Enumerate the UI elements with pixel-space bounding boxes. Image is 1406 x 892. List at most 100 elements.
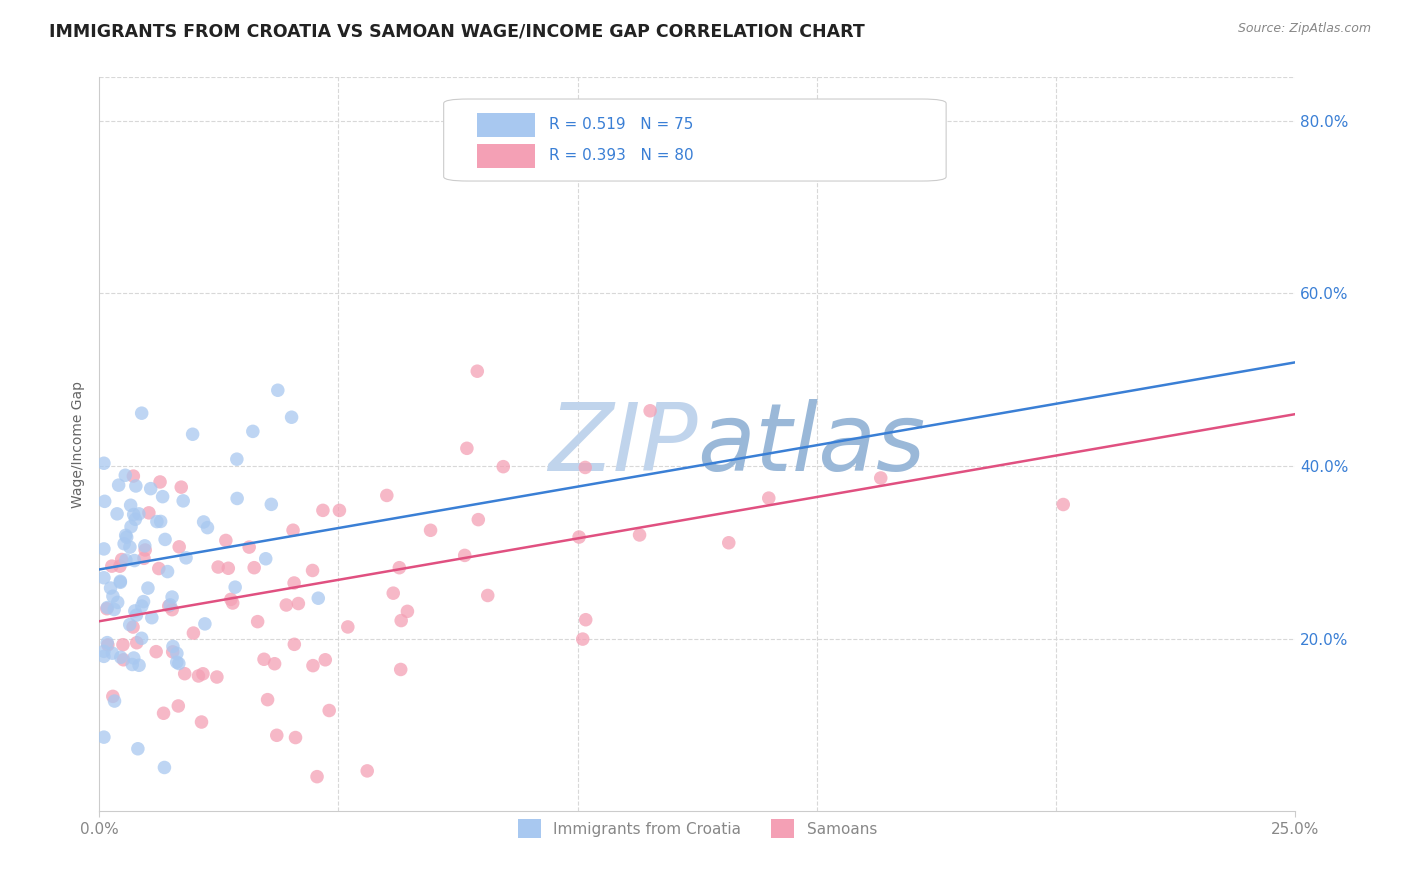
Point (111, 552, 134, 566)
Point (256, 692, 278, 706)
Point (136, 581, 159, 595)
Point (120, 519, 142, 533)
Point (131, 406, 153, 420)
Point (281, 523, 304, 537)
Point (284, 731, 307, 745)
Point (166, 655, 188, 669)
Point (191, 666, 214, 681)
Point (101, 646, 124, 660)
Point (263, 657, 285, 671)
Point (260, 497, 283, 511)
Point (162, 640, 184, 654)
Point (114, 468, 136, 483)
Point (112, 537, 135, 551)
Point (138, 506, 160, 520)
Y-axis label: Wage/Income Gap: Wage/Income Gap (72, 381, 86, 508)
Point (167, 698, 190, 713)
Point (110, 575, 132, 590)
Point (110, 574, 132, 589)
Point (190, 714, 212, 729)
Point (124, 553, 146, 567)
Point (382, 586, 405, 600)
Point (419, 523, 441, 537)
Point (139, 482, 162, 496)
Point (328, 503, 350, 517)
Point (112, 653, 135, 667)
Point (125, 479, 148, 493)
Point (131, 599, 153, 613)
Point (193, 515, 215, 529)
Point (389, 663, 412, 677)
Point (132, 551, 155, 566)
Point (396, 604, 419, 618)
Point (1052, 498, 1074, 512)
Text: Source: ZipAtlas.com: Source: ZipAtlas.com (1237, 22, 1371, 36)
Point (93, 494, 115, 508)
Point (124, 512, 146, 526)
Point (115, 530, 138, 544)
Point (207, 560, 229, 574)
Point (103, 602, 125, 616)
Point (134, 543, 156, 558)
Point (93, 541, 115, 556)
Point (253, 652, 276, 666)
Point (238, 540, 260, 554)
Point (108, 559, 131, 574)
Point (283, 637, 305, 651)
Point (159, 598, 181, 612)
Point (100, 581, 122, 595)
Point (101, 559, 124, 574)
Point (93, 644, 115, 658)
Point (122, 651, 145, 665)
Point (454, 549, 477, 563)
Point (153, 760, 176, 774)
Text: R = 0.393   N = 80: R = 0.393 N = 80 (548, 148, 693, 163)
Point (266, 728, 288, 742)
Point (97, 638, 120, 652)
Point (226, 491, 249, 506)
Point (146, 515, 169, 529)
Point (121, 657, 143, 672)
Point (312, 503, 335, 517)
Point (107, 595, 129, 609)
Point (215, 533, 238, 548)
Point (152, 490, 174, 504)
Text: R = 0.519   N = 75: R = 0.519 N = 75 (548, 118, 693, 132)
Point (336, 620, 359, 634)
Point (375, 488, 398, 502)
Point (183, 626, 205, 640)
Point (194, 616, 217, 631)
Point (302, 658, 325, 673)
Point (128, 507, 150, 521)
Point (568, 530, 591, 544)
Point (267, 384, 290, 398)
Point (254, 551, 277, 566)
Point (219, 592, 242, 607)
Point (356, 764, 378, 778)
Point (246, 615, 269, 629)
Point (389, 614, 412, 628)
Point (115, 553, 138, 567)
Point (307, 591, 329, 606)
Point (125, 636, 148, 650)
Point (477, 589, 499, 603)
Point (101, 690, 124, 704)
Point (120, 498, 142, 512)
Point (114, 528, 136, 542)
Point (160, 590, 183, 604)
Point (571, 632, 593, 646)
Point (149, 515, 172, 529)
Point (128, 658, 150, 673)
Point (166, 646, 188, 660)
Point (172, 494, 194, 508)
Text: IMMIGRANTS FROM CROATIA VS SAMOAN WAGE/INCOME GAP CORRELATION CHART: IMMIGRANTS FROM CROATIA VS SAMOAN WAGE/I… (49, 22, 865, 40)
Point (181, 427, 204, 442)
Point (111, 638, 134, 652)
Point (205, 670, 228, 684)
Point (717, 535, 740, 549)
Bar (477, 112, 534, 137)
Point (492, 459, 515, 474)
Point (118, 540, 141, 554)
Point (162, 645, 184, 659)
Point (575, 613, 598, 627)
